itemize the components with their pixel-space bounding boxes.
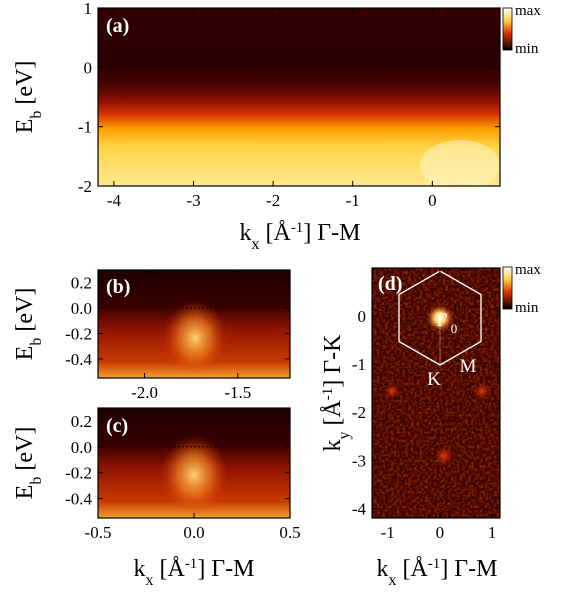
x-tick-label: -2 (266, 191, 280, 210)
x-axis-label-part: [Å (259, 220, 291, 246)
y-tick-label: 0 (84, 58, 93, 77)
y-axis-label: Eb [eV] (12, 427, 45, 500)
y-tick-label: -2 (78, 177, 92, 196)
y-tick-label: -0.4 (65, 490, 92, 509)
y-tick-label: -2 (352, 403, 366, 422)
y-tick-label: -1 (78, 118, 92, 137)
x-axis-label-part: x (251, 236, 259, 253)
y-axis-label-part: b (28, 111, 45, 119)
plot-frame (371, 267, 501, 519)
x-axis-label-part: [Å (153, 556, 185, 582)
x-tick-label: -1.5 (224, 383, 251, 402)
x-axis-label-part: x (388, 572, 396, 589)
x-tick-label: 0 (436, 523, 445, 542)
panel-label: (a) (106, 15, 129, 37)
x-axis-label-part: k (133, 556, 145, 582)
fermi-map-image (372, 268, 500, 518)
x-axis-label-part: k (239, 220, 251, 246)
y-axis-label-part: E (12, 485, 38, 500)
y-axis-label-part: E (12, 346, 38, 361)
y-axis-label: ky [Å-1] Γ-K (320, 334, 353, 452)
y-axis-label-part: ] Γ-K (320, 334, 346, 388)
y-axis-label-part: y (336, 432, 353, 440)
colorbar (502, 7, 513, 51)
y-axis-label-part: [eV] (12, 427, 38, 477)
y-axis-label-part: b (28, 477, 45, 485)
annotation-k: K (427, 369, 441, 390)
colorbar-min-label: min (515, 300, 539, 316)
annotation-m: M (460, 356, 477, 377)
plot-frame (97, 7, 501, 187)
colorbar-max-label: max (515, 262, 541, 278)
spectrum-image (98, 408, 290, 518)
y-tick-label: 0.0 (71, 438, 92, 457)
y-axis-label-part: [Å (320, 400, 346, 432)
y-axis-label-part: [eV] (12, 61, 38, 111)
panel-label: (c) (106, 415, 128, 437)
x-tick-label: -2.0 (131, 383, 158, 402)
y-axis-label-part: [eV] (12, 288, 38, 338)
x-axis-label-part: -1 (428, 556, 441, 572)
y-tick-label: -1 (352, 355, 366, 374)
x-axis-label: kx [Å-1] Γ-M (133, 556, 254, 589)
x-axis-label-part: x (145, 572, 153, 589)
spectrum-image (98, 8, 500, 190)
x-axis-label-part: ] Γ-M (440, 556, 497, 582)
plot-frame (97, 269, 291, 379)
x-tick-label: -4 (107, 191, 122, 210)
x-axis-label-part: ] Γ-M (303, 220, 360, 246)
x-tick-label: 0.5 (279, 523, 300, 542)
colorbar-max-label: max (515, 3, 541, 19)
x-axis-label-part: ] Γ-M (197, 556, 254, 582)
panel-label: (d) (378, 273, 402, 295)
y-tick-label: -4 (352, 499, 367, 518)
y-axis-label: Eb [eV] (12, 61, 45, 134)
y-tick-label: -0.4 (65, 350, 92, 369)
y-tick-label: -0.2 (65, 325, 92, 344)
colorbar-min-label: min (515, 41, 539, 57)
annotation-gamma: Γ (437, 310, 448, 331)
y-tick-label: 0.2 (71, 274, 92, 293)
x-axis-label-part: k (376, 556, 388, 582)
annotation-sub: 0 (451, 321, 458, 336)
y-axis-label-part: E (12, 119, 38, 134)
x-tick-label: -3 (186, 191, 200, 210)
colorbar (502, 266, 513, 310)
y-tick-label: 0.2 (71, 412, 92, 431)
x-tick-label: 0.0 (183, 523, 204, 542)
y-axis-label-part: b (28, 338, 45, 346)
x-axis-label-part: -1 (291, 220, 304, 236)
y-tick-label: 0 (358, 307, 367, 326)
x-tick-label: 1 (488, 523, 497, 542)
y-tick-label: 1 (84, 0, 93, 18)
y-tick-label: -3 (352, 451, 366, 470)
y-tick-label: -0.2 (65, 464, 92, 483)
panel-label: (b) (106, 276, 130, 298)
x-tick-label: 0 (428, 191, 437, 210)
x-tick-label: -0.5 (85, 523, 112, 542)
y-axis-label: Eb [eV] (12, 288, 45, 361)
x-tick-label: -1 (381, 523, 395, 542)
x-tick-label: -1 (346, 191, 360, 210)
x-axis-label: kx [Å-1] Γ-M (376, 556, 497, 589)
x-axis-label-part: -1 (185, 556, 198, 572)
spectrum-image (98, 270, 290, 378)
x-axis-label-part: [Å (396, 556, 428, 582)
y-tick-label: 0.0 (71, 299, 92, 318)
y-axis-label-part: -1 (320, 388, 336, 401)
x-axis-label: kx [Å-1] Γ-M (239, 220, 360, 253)
y-axis-label-part: k (320, 440, 346, 452)
